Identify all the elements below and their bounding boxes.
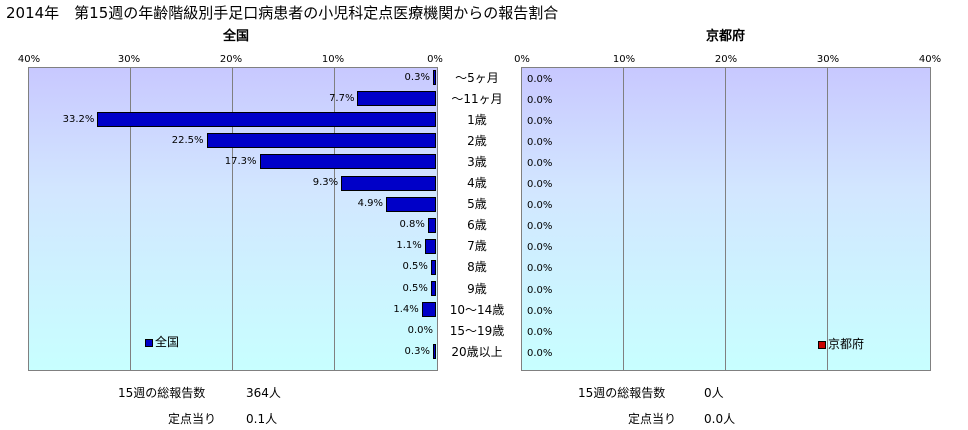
category-label: ～11ヶ月 <box>451 91 503 106</box>
category-label: 4歳 <box>467 176 487 191</box>
national-data-label: 0.5% <box>402 261 428 273</box>
national-bar <box>432 344 436 360</box>
national-tick: 40% <box>17 54 41 65</box>
national-bar <box>357 91 436 107</box>
national-legend: 全国 <box>145 333 179 350</box>
national-per-label: 定点当り <box>168 412 217 426</box>
kyoto-total-label: 15週の総報告数 <box>578 386 666 400</box>
kyoto-panel-title: 京都府 <box>706 29 746 44</box>
national-data-label: 0.0% <box>407 324 433 336</box>
legend-label: 全国 <box>155 335 180 349</box>
kyoto-data-label: 0.0% <box>527 73 553 85</box>
kyoto-legend: 京都府 <box>818 335 864 352</box>
national-data-label: 17.3% <box>224 155 257 167</box>
kyoto-data-label: 0.0% <box>527 136 553 148</box>
kyoto-per-label: 定点当り <box>628 412 677 426</box>
national-per-value: 0.1人 <box>246 412 278 426</box>
kyoto-data-label: 0.0% <box>527 94 553 106</box>
gridline <box>232 68 233 370</box>
national-tick: 20% <box>219 54 243 65</box>
national-data-label: 9.3% <box>312 177 339 189</box>
kyoto-data-label: 0.0% <box>527 115 553 127</box>
category-label: 15～19歳 <box>449 323 505 338</box>
national-data-label: 4.9% <box>357 198 384 210</box>
national-bar <box>259 154 436 170</box>
national-data-label: 0.3% <box>404 345 430 357</box>
gridline <box>334 68 335 370</box>
kyoto-plot-area <box>521 67 931 371</box>
category-label: 8歳 <box>467 260 487 275</box>
kyoto-tick: 40% <box>918 54 942 65</box>
kyoto-per-value: 0.0人 <box>704 412 736 426</box>
national-tick: 10% <box>321 54 345 65</box>
kyoto-total-value: 0人 <box>704 386 724 400</box>
legend-swatch <box>145 338 153 347</box>
national-bar <box>432 70 436 86</box>
category-label: 20歳以上 <box>451 344 503 359</box>
category-label: 1歳 <box>467 112 487 127</box>
kyoto-data-label: 0.0% <box>527 157 553 169</box>
kyoto-data-label: 0.0% <box>527 221 553 233</box>
national-bar <box>97 112 436 128</box>
kyoto-data-label: 0.0% <box>527 263 553 275</box>
national-bar <box>341 175 436 191</box>
legend-label: 京都府 <box>828 337 865 351</box>
kyoto-data-label: 0.0% <box>527 179 553 191</box>
gridline <box>623 68 624 370</box>
kyoto-data-label: 0.0% <box>527 347 553 359</box>
kyoto-tick: 20% <box>714 54 738 65</box>
national-data-label: 1.1% <box>396 240 422 252</box>
national-data-label: 7.7% <box>329 92 355 104</box>
national-data-label: 33.2% <box>62 113 95 125</box>
category-label: 9歳 <box>467 281 487 296</box>
national-bar <box>430 259 436 275</box>
kyoto-tick: 30% <box>816 54 840 65</box>
national-panel-title: 全国 <box>223 29 250 44</box>
national-bar <box>206 133 436 149</box>
category-label: 3歳 <box>467 154 487 169</box>
kyoto-tick: 10% <box>612 54 636 65</box>
kyoto-data-label: 0.0% <box>527 242 553 254</box>
national-data-label: 0.8% <box>399 219 425 231</box>
kyoto-data-label: 0.0% <box>527 326 553 338</box>
kyoto-tick: 0% <box>514 54 530 65</box>
gridline <box>827 68 828 370</box>
national-bar <box>421 302 436 318</box>
national-data-label: 22.5% <box>171 134 204 146</box>
legend-swatch <box>818 340 826 349</box>
category-label: ～5ヶ月 <box>455 70 499 85</box>
kyoto-data-label: 0.0% <box>527 200 553 212</box>
national-tick: 0% <box>427 54 443 65</box>
national-bar <box>424 238 436 254</box>
chart-title: 2014年 第15週の年齢階級別手足口病患者の小児科定点医療機関からの報告割合 <box>6 4 559 22</box>
national-data-label: 0.5% <box>402 282 428 294</box>
national-bar <box>430 281 436 297</box>
national-tick: 30% <box>117 54 141 65</box>
category-label: 2歳 <box>467 133 487 148</box>
national-bar <box>427 217 436 233</box>
national-bar <box>386 196 436 212</box>
kyoto-data-label: 0.0% <box>527 305 553 317</box>
category-label: 7歳 <box>467 239 487 254</box>
national-total-label: 15週の総報告数 <box>118 386 206 400</box>
category-label: 5歳 <box>467 197 487 212</box>
category-label: 10～14歳 <box>449 302 505 317</box>
national-data-label: 0.3% <box>404 71 430 83</box>
national-data-label: 1.4% <box>393 303 419 315</box>
kyoto-data-label: 0.0% <box>527 284 553 296</box>
category-label: 6歳 <box>467 218 487 233</box>
national-total-value: 364人 <box>246 386 281 400</box>
gridline <box>725 68 726 370</box>
gridline <box>130 68 131 370</box>
